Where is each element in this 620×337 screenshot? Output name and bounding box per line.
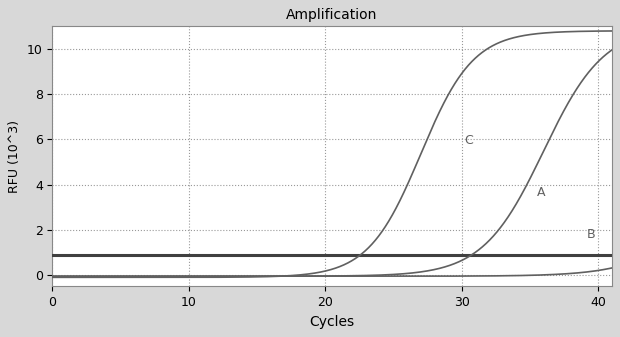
- Y-axis label: RFU (10^3): RFU (10^3): [8, 120, 21, 193]
- Text: B: B: [587, 228, 596, 241]
- Text: A: A: [537, 186, 545, 199]
- X-axis label: Cycles: Cycles: [309, 315, 355, 329]
- Title: Amplification: Amplification: [286, 8, 378, 22]
- Text: C: C: [464, 134, 473, 147]
